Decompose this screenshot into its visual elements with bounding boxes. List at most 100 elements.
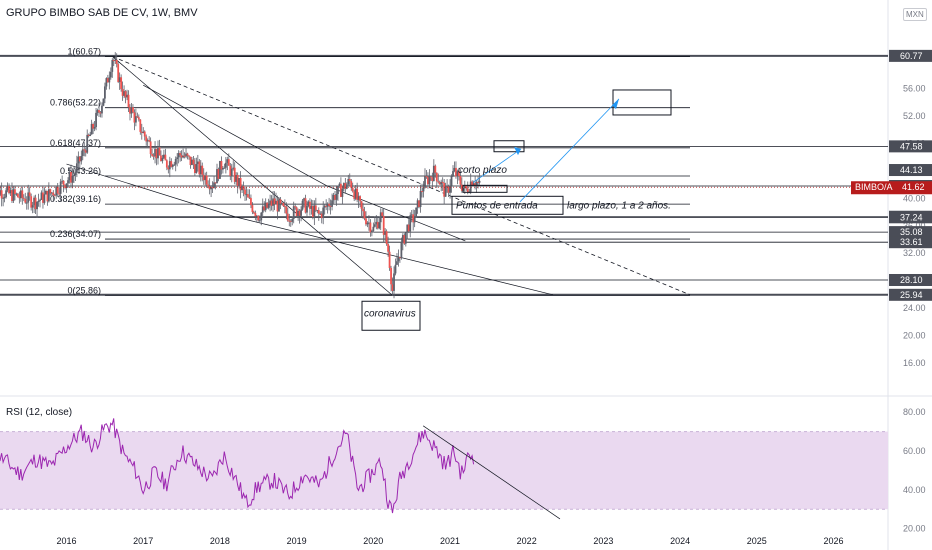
target-box-long bbox=[612, 89, 672, 116]
candle-body bbox=[78, 156, 81, 162]
candle-body bbox=[360, 201, 363, 209]
candle-body bbox=[257, 215, 260, 221]
candle-body bbox=[351, 187, 354, 192]
candle-body bbox=[106, 78, 109, 83]
candle-body bbox=[401, 235, 404, 243]
candle-body bbox=[362, 208, 364, 212]
price-label: 47.58 bbox=[900, 141, 923, 151]
candle-body bbox=[474, 183, 477, 186]
candle-body bbox=[73, 175, 75, 177]
candle-body bbox=[149, 141, 152, 155]
x-tick-label: 2023 bbox=[593, 536, 613, 546]
price-label: 37.24 bbox=[900, 212, 923, 222]
x-tick-label: 2021 bbox=[440, 536, 460, 546]
candle-body bbox=[295, 207, 298, 217]
y-tick-label: 56.00 bbox=[903, 84, 926, 94]
price-label-bg bbox=[889, 164, 932, 177]
fib-level-label: 0.382(39.16) bbox=[50, 194, 101, 204]
candle-body bbox=[350, 181, 353, 188]
y-tick-label: 32.00 bbox=[903, 248, 926, 258]
candle-body bbox=[6, 186, 9, 191]
candle-body bbox=[403, 235, 406, 244]
candle-body bbox=[83, 149, 86, 151]
candle-body bbox=[245, 194, 248, 196]
fib-level-label: 1(60.67) bbox=[67, 47, 101, 57]
candle-body bbox=[412, 214, 415, 223]
candle-body bbox=[334, 194, 336, 200]
arrow-short-term bbox=[472, 148, 522, 183]
candle-body bbox=[92, 123, 95, 129]
candle-body bbox=[235, 174, 238, 182]
price-label: 35.08 bbox=[900, 227, 923, 237]
fib-level-label: 0.5(43.26) bbox=[60, 166, 101, 176]
candle-body bbox=[0, 190, 3, 199]
candle-body bbox=[109, 71, 112, 78]
candle-body bbox=[429, 176, 432, 178]
candle-body bbox=[223, 167, 226, 169]
candle-body bbox=[345, 184, 348, 189]
dashed-trend-line bbox=[112, 56, 691, 296]
candle-body bbox=[37, 200, 40, 202]
candle-body bbox=[325, 205, 328, 207]
candle-body bbox=[213, 182, 215, 188]
candle-body bbox=[47, 189, 50, 202]
price-label: 25.94 bbox=[900, 290, 923, 300]
candle-body bbox=[266, 202, 269, 208]
candle-body bbox=[36, 201, 38, 210]
candle-body bbox=[409, 215, 412, 232]
channel-line bbox=[143, 84, 328, 187]
candle-body bbox=[145, 136, 148, 142]
candle-body bbox=[232, 167, 235, 169]
candle-body bbox=[130, 107, 133, 114]
x-tick-label: 2019 bbox=[287, 536, 307, 546]
candle-body bbox=[370, 230, 373, 233]
candle-body bbox=[357, 196, 360, 200]
candle-body bbox=[126, 94, 128, 98]
candle-body bbox=[323, 205, 326, 208]
candle-body bbox=[164, 154, 167, 161]
candle-body bbox=[104, 86, 106, 99]
candle-body bbox=[443, 182, 446, 197]
candle-body bbox=[449, 186, 451, 193]
candle-body bbox=[229, 165, 232, 176]
candle-body bbox=[413, 217, 416, 223]
candle-body bbox=[96, 110, 99, 113]
candle-body bbox=[210, 187, 213, 190]
candle-body bbox=[64, 184, 66, 188]
currency-badge[interactable]: MXN bbox=[903, 8, 927, 21]
candle-body bbox=[472, 183, 475, 186]
candle-body bbox=[21, 190, 24, 198]
candle-body bbox=[89, 134, 92, 136]
candle-body bbox=[354, 188, 357, 199]
candle-body bbox=[375, 221, 378, 225]
candle-body bbox=[199, 165, 202, 175]
candle-body bbox=[366, 222, 369, 225]
y-tick-label: 24.00 bbox=[903, 303, 926, 313]
candle-body bbox=[404, 232, 407, 244]
candle-body bbox=[406, 224, 409, 233]
last-price-badge bbox=[851, 181, 932, 195]
candle-body bbox=[219, 160, 221, 179]
candle-body bbox=[177, 153, 180, 158]
x-tick-label: 2018 bbox=[210, 536, 230, 546]
candle-body bbox=[407, 224, 410, 232]
price-label-bg bbox=[889, 49, 932, 62]
candle-body bbox=[438, 182, 441, 185]
candle-body bbox=[431, 177, 434, 182]
candle-body bbox=[171, 165, 174, 167]
candle-body bbox=[272, 198, 274, 206]
candle-body bbox=[301, 200, 304, 210]
candle-body bbox=[254, 212, 257, 217]
candle-body bbox=[342, 183, 345, 189]
candle-body bbox=[155, 149, 158, 159]
candle-body bbox=[93, 127, 96, 129]
candle-body bbox=[320, 213, 323, 219]
candle-body bbox=[418, 200, 420, 207]
candle-body bbox=[226, 159, 229, 163]
candle-body bbox=[180, 155, 183, 158]
annotation-long-term: largo plazo, 1 a 2 años. bbox=[567, 201, 671, 212]
candle-body bbox=[133, 112, 136, 123]
candle-body bbox=[306, 205, 308, 213]
candle-body bbox=[233, 167, 236, 182]
